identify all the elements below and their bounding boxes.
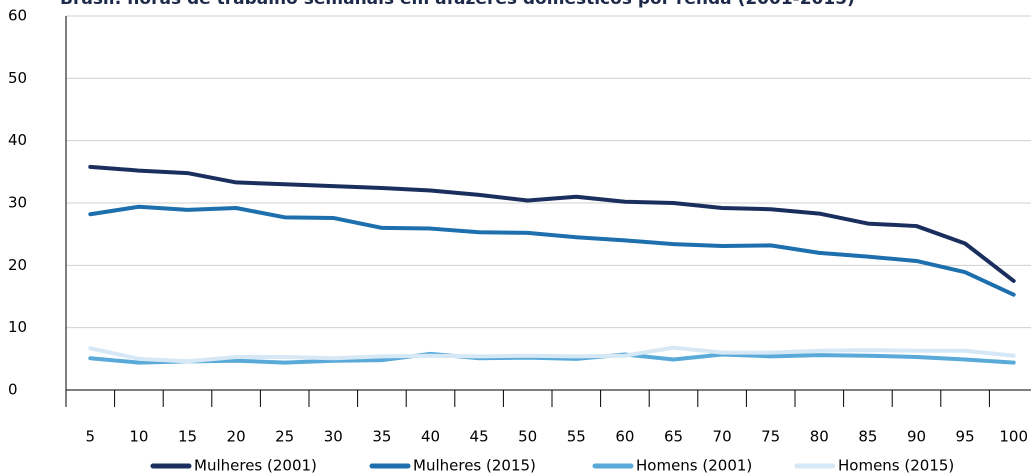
y-tick-label: 50: [8, 69, 27, 87]
x-tick-label: 25: [275, 428, 294, 446]
x-tick-label: 80: [810, 428, 829, 446]
y-tick-label: 40: [8, 131, 27, 149]
series-line: [88, 351, 1016, 365]
x-tick-label: 20: [227, 428, 246, 446]
x-tick-label: 5: [86, 428, 96, 446]
x-tick-label: 60: [615, 428, 634, 446]
x-tick-label: 90: [907, 428, 926, 446]
y-tick-label: 10: [8, 318, 27, 336]
x-tick-label: 65: [664, 428, 683, 446]
x-tick-label: 100: [999, 428, 1028, 446]
series-line: [88, 164, 1016, 283]
series-line: [88, 345, 1016, 364]
chart-title: Brasil: horas de trabalho semanais em af…: [60, 0, 855, 9]
y-tick-label: 60: [8, 7, 27, 25]
x-tick-label: 30: [324, 428, 343, 446]
x-tick-label: 45: [470, 428, 489, 446]
x-tick-label: 95: [956, 428, 975, 446]
legend-label: Homens (2015): [838, 457, 954, 475]
y-tick-label: 0: [8, 381, 18, 399]
x-tick-label: 15: [178, 428, 197, 446]
y-tick-label: 20: [8, 256, 27, 274]
legend-label: Homens (2001): [636, 457, 752, 475]
x-tick-label: 70: [713, 428, 732, 446]
x-tick-label: 85: [858, 428, 877, 446]
legend-label: Mulheres (2015): [413, 457, 536, 475]
x-tick-label: 10: [129, 428, 148, 446]
series-line: [88, 204, 1016, 297]
x-tick-label: 40: [421, 428, 440, 446]
y-tick-label: 30: [8, 194, 27, 212]
x-tick-label: 50: [518, 428, 537, 446]
legend-label: Mulheres (2001): [194, 457, 317, 475]
x-tick-label: 75: [761, 428, 780, 446]
x-tick-label: 35: [372, 428, 391, 446]
x-tick-label: 55: [567, 428, 586, 446]
